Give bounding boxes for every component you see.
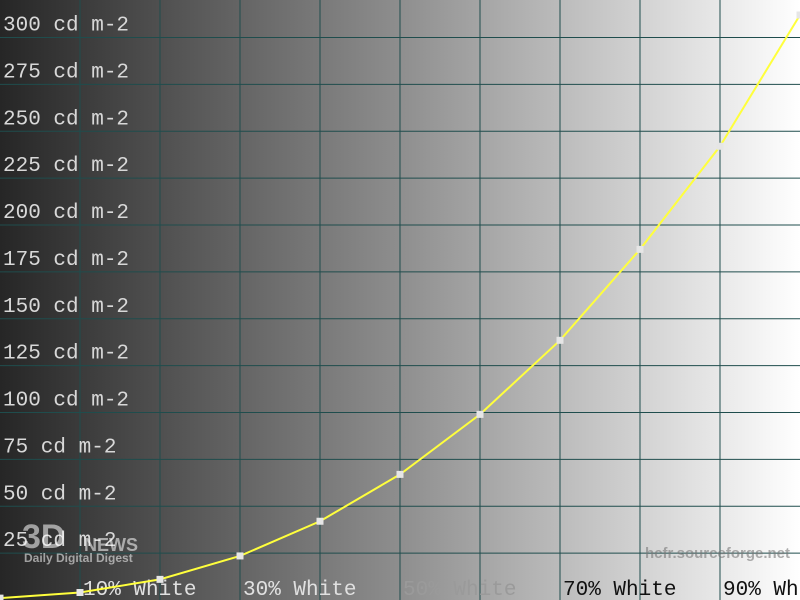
labels: 25 cd m-2 50 cd m-2 75 cd m-2 100 cd m-2 125…: [3, 15, 800, 600]
x-tick-label: 10% White: [83, 579, 196, 600]
x-tick-label: 50% White: [403, 579, 516, 600]
y-tick-label: 250 cd m-2: [3, 108, 129, 131]
y-tick-label: 300 cd m-2: [3, 15, 129, 38]
data-point: [156, 575, 164, 583]
y-tick-label: 175 cd m-2: [3, 249, 129, 272]
data-point: [636, 245, 644, 253]
data-point: [556, 336, 564, 344]
data-point: [0, 594, 4, 600]
data-point: [316, 517, 324, 525]
y-tick-label: 25 cd m-2: [3, 530, 116, 553]
data-point: [716, 142, 724, 150]
y-tick-label: 275 cd m-2: [3, 61, 129, 84]
data-point: [236, 552, 244, 560]
x-tick-label: 30% White: [243, 579, 356, 600]
data-point: [476, 410, 484, 418]
data-point: [76, 589, 84, 596]
x-tick-label: 90% White: [723, 579, 800, 600]
watermark-logo: 3D: [22, 518, 65, 556]
watermark-logo-word: NEWS: [84, 535, 138, 555]
watermark-tagline: Daily Digital Digest: [24, 551, 133, 565]
y-tick-label: 200 cd m-2: [3, 202, 129, 225]
y-tick-label: 125 cd m-2: [3, 343, 129, 366]
y-tick-label: 225 cd m-2: [3, 155, 129, 178]
x-tick-label: 70% White: [563, 579, 676, 600]
plot: [0, 11, 800, 600]
data-point: [796, 11, 800, 19]
y-tick-label: 75 cd m-2: [3, 436, 116, 459]
y-tick-label: 50 cd m-2: [3, 483, 116, 506]
y-tick-label: 150 cd m-2: [3, 296, 129, 319]
y-tick-label: 100 cd m-2: [3, 390, 129, 413]
watermark-source: hcfr.sourceforge.net: [645, 545, 790, 562]
data-point: [396, 470, 404, 478]
